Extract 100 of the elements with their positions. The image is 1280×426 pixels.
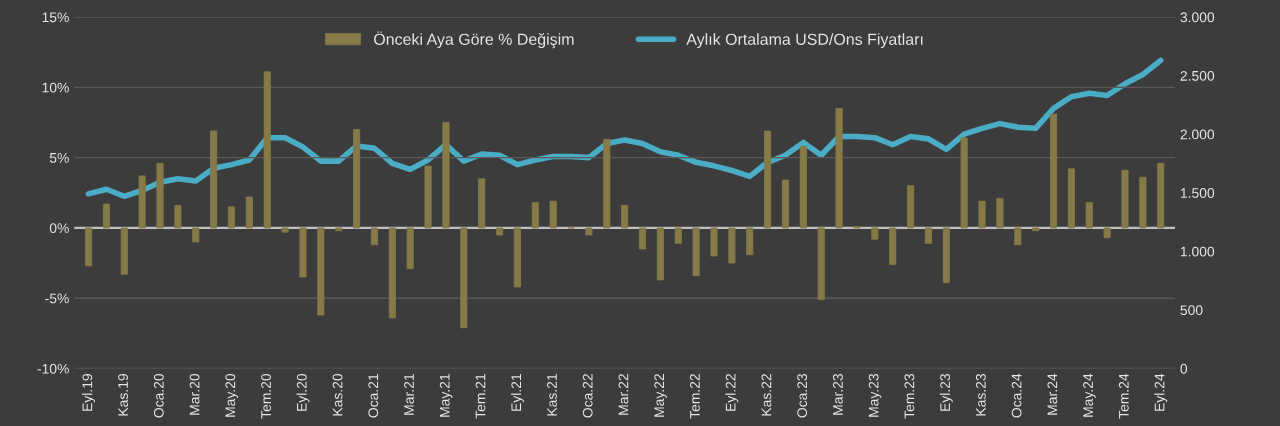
- x-tick-label: Tem.22: [690, 374, 700, 419]
- bar: [924, 227, 932, 244]
- x-tick-label: Kas.23: [975, 373, 986, 416]
- legend-label: Aylık Ortalama USD/Ons Fiyatları: [686, 33, 923, 49]
- x-tick-label: Oca.21: [368, 374, 379, 418]
- bar: [764, 130, 772, 229]
- bar: [674, 227, 682, 244]
- bar: [227, 206, 236, 229]
- x-tick-label: May.20: [225, 373, 238, 417]
- x-tick-label: Eyl.24: [1154, 373, 1168, 411]
- x-tick-label: May.24: [1083, 373, 1096, 417]
- bar: [370, 227, 379, 246]
- bar: [799, 145, 807, 229]
- bar: [781, 179, 790, 229]
- bar: [1121, 169, 1129, 229]
- bar: [460, 227, 468, 329]
- x-tick-label: Eyl.21: [510, 374, 524, 411]
- bar: [531, 202, 539, 229]
- y2-tick-label: 3.000: [1180, 12, 1215, 23]
- bar: [138, 175, 146, 229]
- x-tick-label: Oca.22: [582, 374, 593, 418]
- bar: [1067, 168, 1075, 229]
- y-tick-label: 5%: [49, 153, 69, 163]
- x-tick-label: Mar.20: [189, 373, 200, 415]
- bar: [513, 227, 521, 288]
- x-tick-label: Eyl.19: [82, 374, 96, 411]
- bar: [585, 227, 593, 236]
- x-tick-label: Oca.23: [797, 373, 808, 418]
- x-tick-label: Kas.20: [332, 373, 343, 416]
- x-tick-label: Eyl.22: [725, 374, 739, 411]
- bar: [835, 108, 843, 229]
- x-tick-label: Kas.21: [547, 374, 557, 416]
- y-tick-label: 0%: [49, 223, 69, 234]
- x-tick-label: Oca.24: [1011, 373, 1022, 418]
- x-tick-label: Mar.21: [404, 374, 414, 415]
- bar: [1032, 227, 1040, 232]
- y2-tick-label: 1.500: [1180, 188, 1215, 198]
- bar: [621, 205, 629, 229]
- x-tick-label: Tem.23: [904, 373, 915, 419]
- x-tick-label: Kas.22: [761, 374, 772, 416]
- bar: [746, 227, 754, 256]
- x-tick-label: May.22: [654, 374, 667, 417]
- bar: [942, 227, 950, 284]
- bar: [263, 71, 271, 229]
- bar: [406, 227, 414, 270]
- bar: [817, 227, 825, 301]
- bar: [871, 227, 879, 240]
- bar: [174, 205, 182, 229]
- legend-label: Önceki Aya Göre % Değişim: [374, 31, 574, 49]
- bar: [192, 227, 200, 243]
- bar: [549, 200, 557, 229]
- x-tick-label: Eyl.23: [939, 373, 953, 411]
- bar: [335, 227, 343, 232]
- y2-tick-label: 2.000: [1180, 129, 1215, 140]
- y2-tick-label: 1.000: [1180, 246, 1215, 257]
- bar: [638, 227, 647, 250]
- bar: [1014, 227, 1022, 246]
- x-tick-label: Kas.19: [118, 374, 128, 416]
- y-tick-label: 10%: [42, 82, 69, 93]
- bar: [907, 185, 915, 229]
- bar: [603, 138, 611, 229]
- bar: [1085, 202, 1093, 229]
- x-tick-label: Mar.24: [1047, 373, 1058, 415]
- x-tick-label: Tem.24: [1118, 373, 1129, 419]
- bar: [210, 130, 218, 229]
- bar: [120, 227, 128, 275]
- y-tick-label: -10%: [37, 363, 69, 374]
- bar: [996, 197, 1004, 229]
- bar: [84, 227, 93, 267]
- bar: [1157, 162, 1165, 229]
- x-tick-label: Tem.21: [475, 374, 486, 419]
- y-tick-label: -5%: [45, 293, 69, 304]
- x-tick-label: Tem.20: [261, 373, 271, 419]
- bar: [728, 227, 736, 264]
- bar: [1103, 227, 1111, 239]
- bar: [102, 203, 110, 229]
- bar: [496, 227, 504, 236]
- y2-tick-label: 500: [1180, 305, 1203, 316]
- y2-tick-label: 0: [1180, 363, 1188, 374]
- x-tick-label: May.23: [868, 373, 882, 417]
- bar: [353, 129, 361, 229]
- bar: [388, 227, 396, 319]
- bar: [978, 200, 986, 229]
- bar: [478, 178, 486, 229]
- x-tick-label: May.21: [439, 374, 453, 417]
- x-tick-label: Mar.23: [832, 373, 843, 415]
- bar: [281, 227, 289, 233]
- bar: [1049, 113, 1058, 229]
- bar: [442, 122, 450, 229]
- bar: [1139, 176, 1147, 229]
- bar: [245, 196, 253, 229]
- bar: [960, 137, 968, 229]
- bar: [692, 227, 700, 277]
- bar: [299, 227, 307, 278]
- bar: [424, 165, 432, 229]
- x-tick-label: Eyl.20: [296, 373, 310, 411]
- y-tick-label: 15%: [42, 12, 69, 23]
- y2-tick-label: 2.500: [1180, 70, 1215, 81]
- x-tick-label: Oca.20: [153, 373, 164, 418]
- x-tick-label: Mar.22: [618, 374, 629, 415]
